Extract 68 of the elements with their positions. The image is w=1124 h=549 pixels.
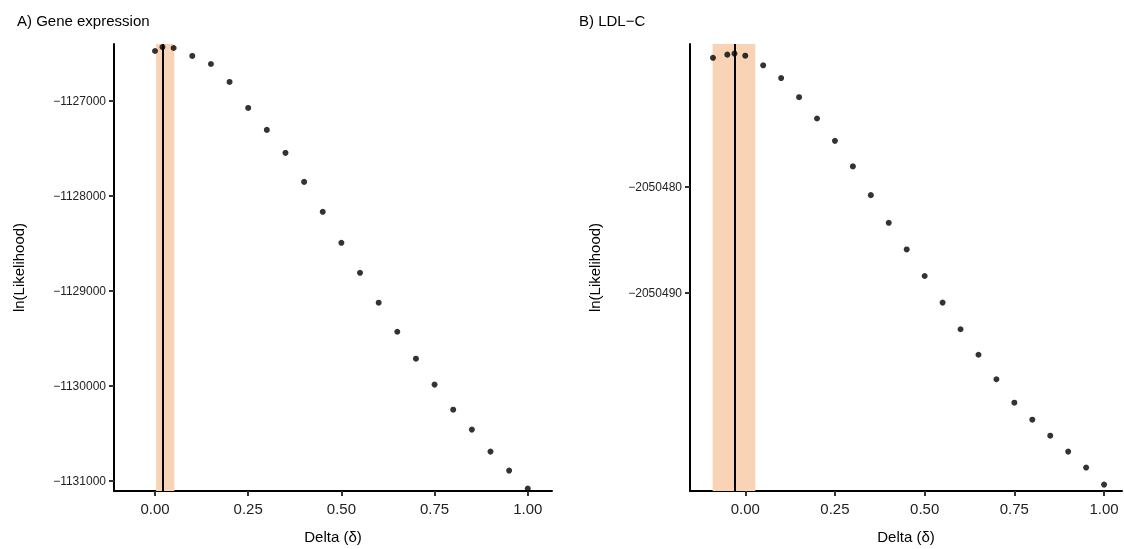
point xyxy=(921,273,928,280)
point xyxy=(338,239,345,246)
point xyxy=(263,126,270,133)
point xyxy=(814,115,821,122)
x-tick-label: 0.25 xyxy=(233,500,263,517)
point xyxy=(357,269,364,276)
point xyxy=(1011,399,1018,406)
chart-title: B) LDL−C xyxy=(579,12,646,29)
point xyxy=(450,406,457,413)
y-tick-label: −2050480 xyxy=(628,179,683,194)
point xyxy=(731,50,738,57)
point xyxy=(245,104,252,111)
point xyxy=(524,485,531,492)
x-tick-label: 0.25 xyxy=(820,500,850,517)
x-axis-title: Delta (δ) xyxy=(304,528,362,545)
y-axis-title: ln(Likelihood) xyxy=(10,222,27,313)
point xyxy=(796,94,803,101)
point xyxy=(831,137,838,144)
y-tick-label: −1131000 xyxy=(53,473,107,488)
point xyxy=(189,52,196,59)
x-tick-label: 0.50 xyxy=(910,500,940,517)
point xyxy=(778,75,785,82)
x-tick-label: 0.00 xyxy=(730,500,760,517)
point xyxy=(412,355,419,362)
x-tick-label: 1.00 xyxy=(1089,500,1119,517)
point xyxy=(152,48,158,55)
y-tick-label: −1129000 xyxy=(53,283,107,298)
point xyxy=(431,381,438,388)
x-tick-label: 0.75 xyxy=(999,500,1029,517)
chart-title: A) Gene expression xyxy=(17,12,150,29)
point xyxy=(319,208,326,215)
x-tick-label: 0.00 xyxy=(140,500,170,517)
point xyxy=(506,467,513,474)
point xyxy=(394,328,401,335)
y-axis-title: ln(Likelihood) xyxy=(586,222,603,313)
point xyxy=(282,149,289,156)
y-tick-label: −1130000 xyxy=(53,378,107,393)
point xyxy=(849,163,856,170)
point xyxy=(709,54,716,61)
point xyxy=(207,61,214,68)
point xyxy=(993,376,1000,383)
x-tick-label: 0.50 xyxy=(326,500,356,517)
point xyxy=(957,326,964,333)
point xyxy=(724,51,731,58)
point xyxy=(1083,464,1090,471)
x-axis-title: Delta (δ) xyxy=(877,528,935,545)
point xyxy=(170,44,177,51)
point xyxy=(975,351,982,358)
point xyxy=(1101,481,1108,488)
point xyxy=(742,52,749,59)
x-tick-label: 1.00 xyxy=(513,500,543,517)
y-tick-label: −2050490 xyxy=(628,286,683,301)
point xyxy=(1047,432,1054,439)
point xyxy=(885,219,892,226)
point xyxy=(760,62,767,69)
point xyxy=(903,246,910,253)
point xyxy=(468,426,475,433)
point xyxy=(867,192,874,199)
x-tick-label: 0.75 xyxy=(419,500,450,517)
point xyxy=(226,78,233,85)
y-tick-label: −1127000 xyxy=(53,93,107,108)
point xyxy=(375,299,382,306)
point xyxy=(1029,416,1036,423)
point xyxy=(939,299,946,306)
point xyxy=(159,44,166,51)
point xyxy=(301,178,308,185)
point xyxy=(1065,448,1072,455)
y-tick-label: −1128000 xyxy=(53,188,107,203)
